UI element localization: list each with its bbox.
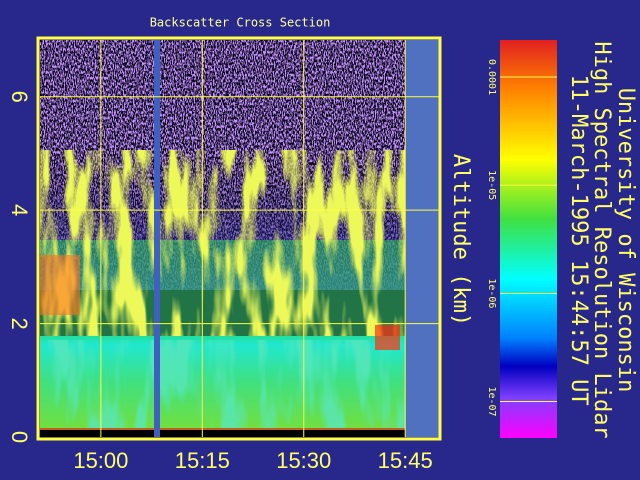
y-tick-label: 0 (7, 431, 32, 443)
x-tick-label: 15:00 (73, 448, 128, 473)
colorbar-tick-label: 0.0001 (486, 59, 497, 95)
info-line: 11-March-1995 15:44:57 UT (566, 74, 591, 405)
y-axis-label: Altitude (km) (448, 154, 473, 326)
y-tick-label: 4 (7, 204, 32, 216)
colorbar (500, 40, 557, 438)
y-tick-label: 6 (7, 91, 32, 103)
plot-frame (36, 36, 442, 441)
info-line: High Spectral Resolution Lidar (589, 41, 614, 438)
y-tick-label: 2 (7, 317, 32, 329)
x-tick-label: 15:45 (378, 448, 433, 473)
x-tick-label: 15:30 (276, 448, 331, 473)
chart-title: Backscatter Cross Section (150, 16, 331, 30)
info-line: University of Wisconsin (613, 88, 638, 393)
colorbar-tick-label: 1e-06 (486, 278, 497, 308)
colorbar-tick-label: 1e-07 (486, 386, 497, 416)
colorbar-tick-label: 1e-05 (486, 170, 497, 200)
x-tick-label: 15:15 (175, 448, 230, 473)
backscatter-image (40, 40, 440, 440)
